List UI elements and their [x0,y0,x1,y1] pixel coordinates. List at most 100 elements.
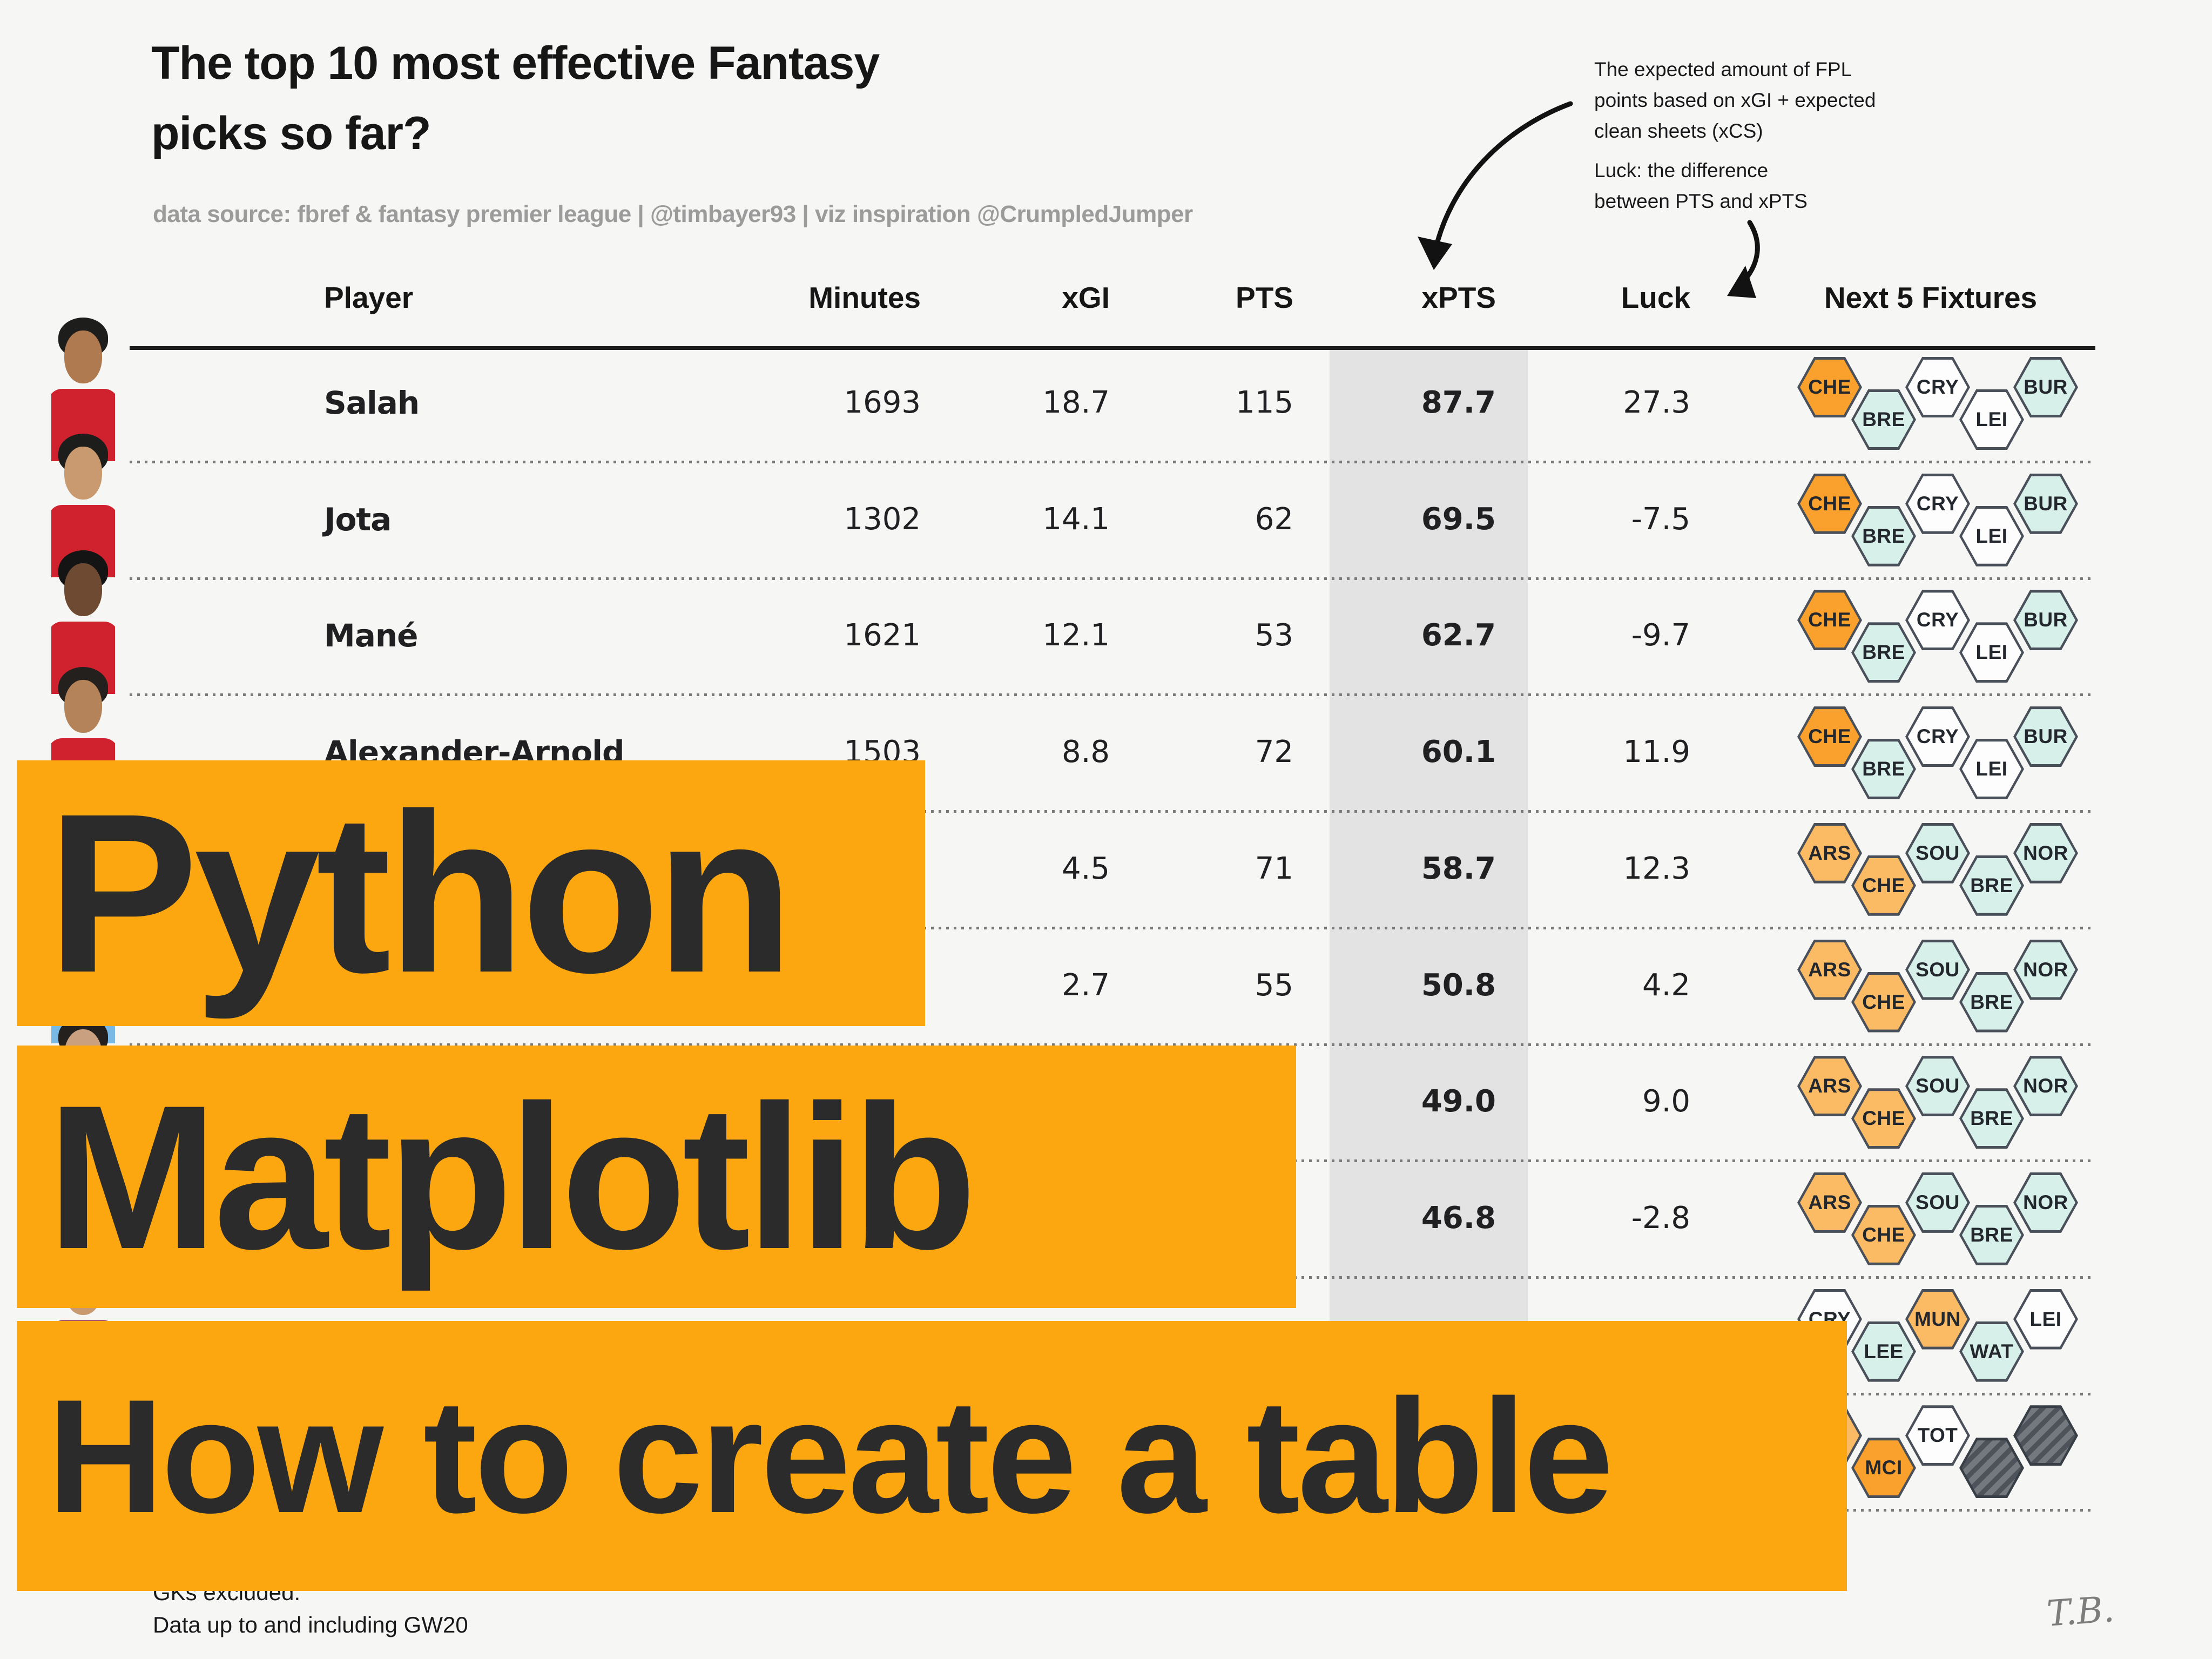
fixture-hexagon: ARS [1797,939,1862,1000]
player-name: Jota [324,501,392,538]
fixture-hexagon: BRE [1851,389,1916,450]
fixture-hexagon: BRE [1959,972,2024,1033]
row-separator [130,693,2093,697]
fixture-hexagon: ARS [1797,1172,1862,1233]
fixture-hexagon: CHE [1851,1088,1916,1149]
title-line-1: The top 10 most effective Fantasy [151,37,880,89]
column-header-pts: PTS [1236,281,1293,314]
fixture-opponent-label: LEI [1975,408,2008,430]
fixture-opponent-label: BRE [1970,1223,2013,1246]
fixture-hexagon: MCI [1851,1438,1916,1499]
fixture-hexagon: CRY [1905,706,1970,767]
fixture-opponent-label: BRE [1970,1107,2013,1130]
luck-value: 27.3 [1623,385,1690,420]
author-signature: T.B. [2045,1588,2116,1635]
xgi-value: 14.1 [1042,501,1110,537]
fixture-opponent-label: CRY [1916,609,1959,631]
pts-value: 71 [1255,851,1293,886]
fixture-opponent-label: CRY [1916,376,1959,398]
fixture-hexagon: TOT [1905,1405,1970,1466]
next-fixtures: CHE BRE CRY LEI BUR [1782,461,2095,578]
fixture-hexagon: SOU [1905,1172,1970,1233]
xpts-annotation-line: clean sheets (xCS) [1594,120,1763,142]
xpts-value: 62.7 [1421,618,1496,653]
fixture-opponent-label: BRE [1862,524,1905,547]
xpts-annotation-line: points based on xGI + expected [1594,89,1876,111]
fixture-opponent-label: CHE [1808,609,1851,631]
row-separator [130,577,2093,580]
row-separator [130,926,2093,929]
overlay-banner-matplotlib: Matplotlib [17,1046,1296,1308]
xpts-annotation: The expected amount of FPL points based … [1594,54,1876,146]
fixture-opponent-label: BRE [1970,874,2013,896]
player-name: Mané [324,617,418,655]
xpts-value: 58.7 [1421,851,1496,886]
fixture-hexagon: CHE [1797,473,1862,534]
fixture-opponent-label: TOT [1917,1424,1958,1447]
luck-annotation: Luck: the difference between PTS and xPT… [1594,155,1808,217]
fixture-opponent-label: BRE [1862,758,1905,780]
xgi-value: 4.5 [1061,851,1110,886]
fixture-hexagon: BUR [2013,590,2078,651]
fixture-opponent-label: BRE [1862,408,1905,430]
fixture-hexagon: NOR [2013,939,2078,1000]
luck-value: 9.0 [1642,1084,1690,1120]
luck-value: 4.2 [1642,967,1690,1003]
data-source-credit: data source: fbref & fantasy premier lea… [153,201,1193,227]
fixture-opponent-label: BRE [1970,990,2013,1013]
xgi-value: 12.1 [1042,618,1110,653]
fixture-opponent-label: BUR [2024,376,2068,398]
fixture-opponent-label: NOR [2023,1191,2068,1213]
row-separator [130,810,2093,813]
fixture-opponent-label: ARS [1808,1075,1851,1097]
luck-value: -2.8 [1631,1200,1690,1236]
xpts-annotation-line: The expected amount of FPL [1594,58,1852,80]
fixture-opponent-label: BUR [2024,492,2068,515]
player-name: Salah [324,385,420,421]
fixture-opponent-label: LEE [1864,1340,1904,1363]
fixture-hexagon: ARS [1797,1056,1862,1117]
fixture-opponent-label: LEI [2029,1307,2062,1330]
next-fixtures: ARS CHE SOU BRE NOR [1782,1043,2095,1160]
fixture-hexagon: LEI [1959,622,2024,683]
blank-gameweek-hexagon [1959,1438,2024,1499]
fixture-opponent-label: BUR [2024,725,2068,748]
xpts-value: 69.5 [1421,501,1496,537]
minutes-value: 1621 [844,618,921,653]
pts-value: 55 [1255,967,1293,1003]
fixture-hexagon: CHE [1851,972,1916,1033]
fixture-hexagon: SOU [1905,1056,1970,1117]
fixture-hexagon: WAT [1959,1321,2024,1382]
fixture-opponent-label: CRY [1916,492,1959,515]
fixture-opponent-label: CHE [1862,874,1905,896]
fixture-hexagon: CHE [1797,357,1862,417]
next-fixtures: ARS CHE SOU BRE NOR [1782,927,2095,1044]
luck-value: -9.7 [1631,618,1690,653]
fixture-opponent-label: SOU [1916,1191,1960,1213]
fixture-hexagon: BRE [1959,855,2024,916]
xpts-arrow [1433,101,1573,252]
column-header-minutes: Minutes [808,281,921,314]
xpts-value: 46.8 [1421,1200,1496,1236]
fixture-opponent-label: MUN [1914,1307,1961,1330]
column-header-luck: Luck [1621,281,1690,314]
pts-value: 53 [1255,618,1293,653]
fixture-hexagon: LEI [1959,505,2024,567]
fixture-hexagon: BRE [1959,1088,2024,1149]
fixture-opponent-label: LEI [1975,524,2008,547]
luck-arrow-head [1727,266,1756,298]
row-separator [130,461,2093,463]
fixture-hexagon: NOR [2013,1172,2078,1233]
fixture-hexagon: CRY [1905,473,1970,534]
luck-arrow [1734,220,1760,292]
fixture-hexagon: CHE [1797,706,1862,767]
fixture-hexagon: SOU [1905,939,1970,1000]
next-fixtures: ARS CHE SOU BRE NOR [1782,1160,2095,1277]
row-separator [130,1043,2093,1046]
fixture-opponent-label: CHE [1862,990,1905,1013]
column-header-player: Player [324,281,414,314]
fixture-hexagon: CHE [1851,855,1916,916]
fixture-opponent-label: NOR [2023,841,2068,864]
overlay-banner-howto: How to create a table [17,1321,1847,1591]
xgi-value: 8.8 [1061,734,1110,770]
